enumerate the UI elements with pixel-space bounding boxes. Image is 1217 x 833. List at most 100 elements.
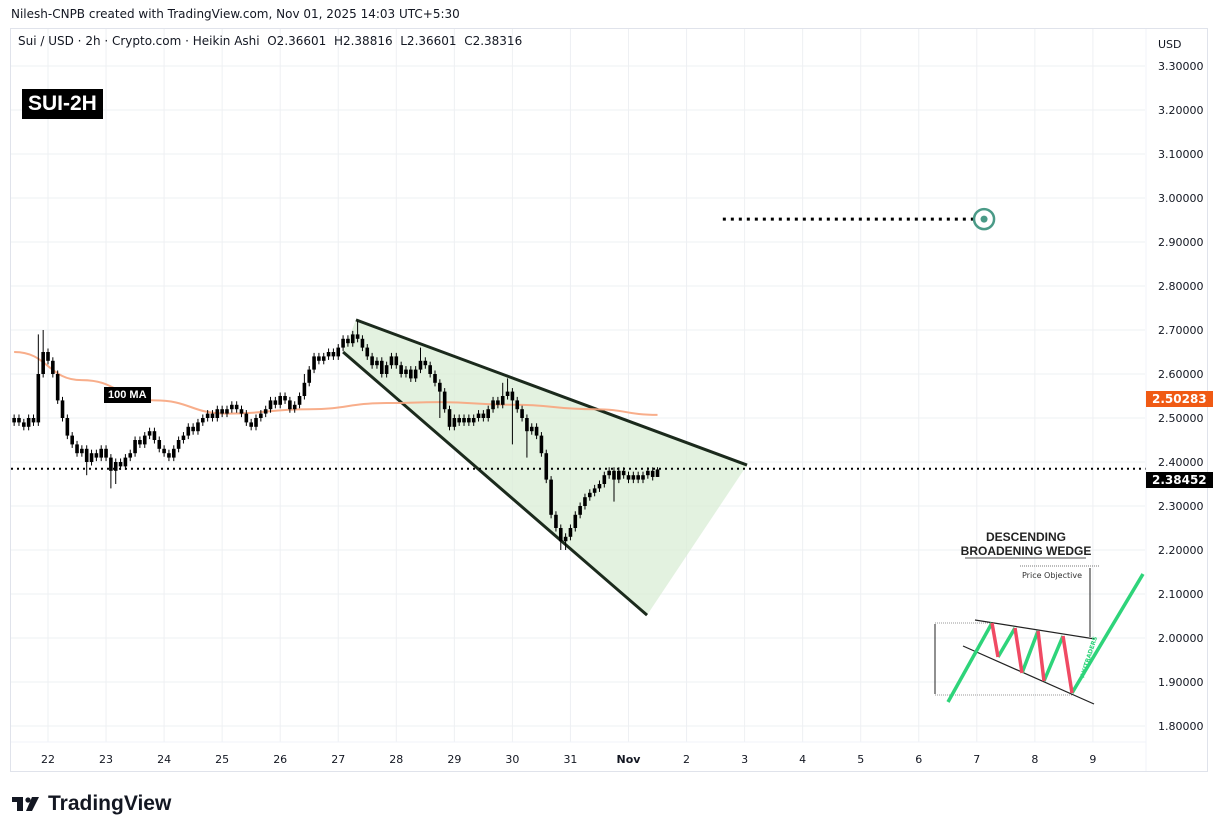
candle xyxy=(592,484,597,497)
candle xyxy=(215,405,220,422)
candle xyxy=(491,396,495,413)
candle xyxy=(423,357,428,369)
candles xyxy=(12,321,660,550)
currency-label[interactable]: USD xyxy=(1158,38,1182,51)
candle xyxy=(181,432,186,444)
symbol-legend: Sui / USD · 2h · Crypto.com · Heikin Ash… xyxy=(18,34,522,48)
candle xyxy=(123,454,128,470)
candle-body xyxy=(636,475,640,480)
candle xyxy=(471,414,476,426)
candle xyxy=(65,414,70,440)
candle-body xyxy=(573,514,578,528)
candle-body xyxy=(26,418,31,427)
high-value: H2.38816 xyxy=(333,34,393,48)
candle xyxy=(636,471,640,484)
candle xyxy=(355,321,360,343)
candle-body xyxy=(205,413,210,418)
candle-body xyxy=(650,470,655,477)
candle-body xyxy=(244,413,249,423)
candle-body xyxy=(520,409,524,418)
inset-up-leg xyxy=(1020,630,1040,674)
candle xyxy=(128,449,133,462)
candle-body xyxy=(263,409,268,414)
candle-body xyxy=(515,400,520,410)
candle-body xyxy=(317,356,321,361)
time-tick-label: 31 xyxy=(563,753,577,766)
candle xyxy=(41,330,45,378)
candle xyxy=(99,445,104,462)
price-tick-label: 3.30000 xyxy=(1158,60,1204,73)
candle xyxy=(191,423,195,435)
price-tick-label: 2.30000 xyxy=(1158,500,1204,513)
candle-body xyxy=(220,409,224,414)
candle-body xyxy=(84,448,89,462)
candle xyxy=(360,335,365,352)
candle xyxy=(558,524,563,550)
candle-body xyxy=(113,462,118,471)
candle-body xyxy=(288,400,292,410)
candle-body xyxy=(646,470,650,476)
candle-body xyxy=(554,514,558,528)
candle-body xyxy=(588,492,592,498)
candle-body xyxy=(157,440,162,449)
candle-body xyxy=(273,400,278,405)
inset-up-leg xyxy=(946,622,994,703)
candle xyxy=(225,405,229,418)
candle xyxy=(152,427,157,444)
candle-body xyxy=(259,413,263,418)
candle-body xyxy=(186,426,191,436)
candle xyxy=(549,476,553,519)
candle-body xyxy=(481,413,486,418)
close-value: C2.38316 xyxy=(464,34,523,48)
candle-body xyxy=(51,360,55,374)
candle-body xyxy=(292,404,297,410)
candle xyxy=(70,432,74,448)
candle-body xyxy=(75,444,79,454)
candle-body xyxy=(210,413,215,418)
candle xyxy=(142,432,147,448)
candle xyxy=(147,427,152,440)
candle xyxy=(418,347,423,374)
time-tick-label: 2 xyxy=(683,753,690,766)
candle xyxy=(602,471,607,488)
candle xyxy=(583,493,587,510)
candle-body xyxy=(394,356,399,366)
candle xyxy=(307,366,312,387)
candle-body xyxy=(607,470,611,476)
candle-body xyxy=(109,457,113,471)
candle-body xyxy=(191,426,195,432)
candle xyxy=(234,401,239,413)
candle-body xyxy=(452,418,457,427)
candle-body xyxy=(65,418,70,436)
candle-body xyxy=(302,382,307,396)
candle xyxy=(438,379,442,418)
candle xyxy=(350,330,355,347)
time-tick-label: 23 xyxy=(99,753,113,766)
last-price-tag: 2.38452 xyxy=(1146,472,1213,488)
candle-body xyxy=(592,488,597,493)
inset-down-leg xyxy=(1061,635,1074,694)
candle-body xyxy=(123,457,128,467)
price-tick-label: 1.80000 xyxy=(1158,720,1204,733)
candle-body xyxy=(268,400,273,410)
candle xyxy=(220,405,224,418)
candle-body xyxy=(433,374,437,383)
candle xyxy=(205,410,210,422)
candle xyxy=(379,357,384,378)
symbol-info: Sui / USD · 2h · Crypto.com · Heikin Ash… xyxy=(18,34,260,48)
candle-body xyxy=(142,435,147,445)
candle xyxy=(89,449,94,466)
inset-up-leg xyxy=(1042,635,1065,682)
candle-body xyxy=(544,453,549,480)
candle-body xyxy=(167,453,171,458)
candle xyxy=(505,378,510,400)
candle-body xyxy=(70,435,74,445)
candle-body xyxy=(612,470,616,480)
wedge-lower-trendline xyxy=(342,350,649,617)
candle-body xyxy=(234,404,239,410)
candle xyxy=(447,405,452,431)
tradingview-logo[interactable]: TradingView xyxy=(12,792,171,816)
candle-body xyxy=(321,356,326,361)
candle xyxy=(500,382,505,409)
